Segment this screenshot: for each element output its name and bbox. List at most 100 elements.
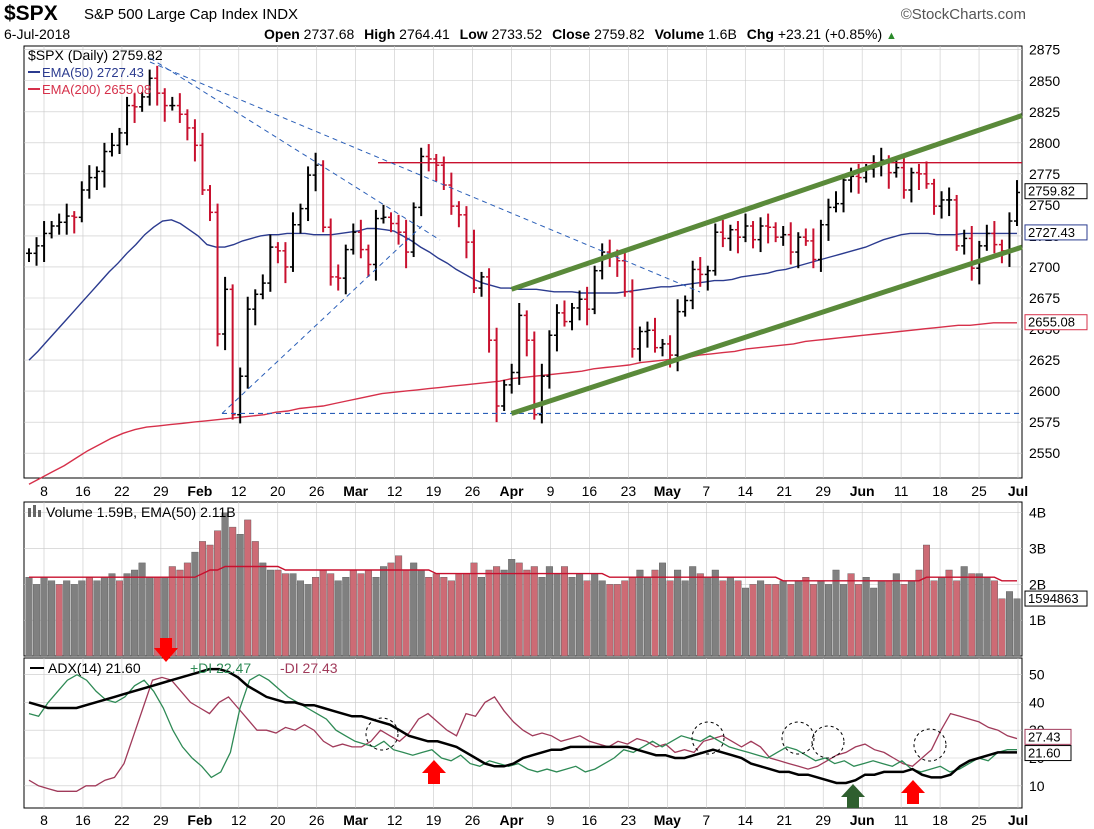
x-tick-label: 16: [75, 812, 91, 828]
ema50-line: [28, 219, 1017, 361]
volume-bar: [847, 573, 855, 657]
adx-value-label: 21.60: [1028, 746, 1061, 761]
price-tick-label: 2625: [1029, 352, 1060, 368]
volume-bar: [312, 577, 320, 657]
x-tick-label: 8: [40, 483, 48, 499]
volume-bar: [968, 573, 976, 657]
volume-bar: [266, 569, 274, 657]
price-tick-label: 2775: [1029, 166, 1060, 182]
volume-bar: [259, 562, 267, 657]
volume-bar: [530, 566, 538, 657]
green-arrow-up-icon: [841, 784, 865, 808]
x-tick-label: 14: [737, 483, 753, 499]
red-arrow-down-icon: [154, 638, 178, 662]
adx-legend: ADX(14) 21.60: [48, 660, 141, 676]
volume-bar: [108, 573, 116, 657]
volume-bar: [990, 580, 998, 657]
volume-bar: [930, 580, 938, 657]
volume-bar: [960, 566, 968, 657]
volume-bar: [25, 577, 33, 657]
volume-bar: [93, 580, 101, 657]
volume-value-label-box: [1024, 590, 1088, 607]
volume-bar: [719, 580, 727, 657]
channel-lower-line: [510, 244, 1023, 416]
volume-bar: [349, 569, 357, 657]
ema50-value-label-box: [1024, 224, 1088, 241]
x-tick-label: Apr: [499, 812, 524, 828]
x-tick-label: 26: [465, 812, 481, 828]
x-tick-label: Feb: [187, 483, 212, 499]
x-tick-label: Jun: [850, 812, 875, 828]
price-legend-symbol: $SPX (Daily) 2759.82: [28, 47, 163, 63]
panel-frame: [23, 45, 1023, 479]
volume-bar: [55, 584, 63, 657]
price-tick-label: 2600: [1029, 383, 1060, 399]
price-close-label-box: [1024, 183, 1088, 200]
volume-bar: [221, 512, 229, 657]
x-tick-label: 26: [309, 812, 325, 828]
price-tick-label: 2800: [1029, 135, 1060, 151]
x-tick-label: Feb: [187, 812, 212, 828]
volume-bar: [281, 573, 289, 657]
price-close-label: 2759.82: [1028, 184, 1075, 199]
volume-bar: [48, 580, 56, 657]
volume-bar: [410, 562, 418, 657]
volume-tick-label: 2B: [1029, 576, 1046, 592]
volume-bar: [591, 573, 599, 657]
volume-bar: [78, 580, 86, 657]
volume-bar: [417, 569, 425, 657]
price-tick-label: 2750: [1029, 197, 1060, 213]
x-tick-label: 19: [426, 483, 442, 499]
volume-bar: [598, 580, 606, 657]
symbol-title: $SPX: [4, 2, 58, 25]
volume-bar: [953, 580, 961, 657]
volume-bar: [538, 577, 546, 657]
x-tick-label: 9: [547, 812, 555, 828]
x-tick-label: 25: [971, 483, 987, 499]
volume-bar: [855, 584, 863, 657]
volume-bar: [319, 569, 327, 657]
volume-bar: [146, 577, 154, 657]
volume-bar: [840, 584, 848, 657]
ema200-value-label: 2655.08: [1028, 315, 1075, 330]
volume-bar: [817, 580, 825, 657]
volume-bar: [402, 569, 410, 657]
volume-bar: [198, 541, 206, 657]
minus-di-legend: -DI 27.43: [280, 660, 338, 676]
crossover-circle: [811, 725, 845, 759]
volume-bar: [621, 580, 629, 657]
panel-frame: [23, 657, 1023, 809]
minus-di-value-label-box: [1024, 728, 1072, 745]
volume-bar: [764, 584, 772, 657]
volume-bar: [395, 555, 403, 657]
volume-bar: [485, 569, 493, 657]
volume-bar: [176, 569, 184, 657]
brand-label[interactable]: ©StockCharts.com: [900, 6, 1026, 23]
index-name-text: S&P 500 Large Cap Index: [84, 6, 259, 23]
price-tick-label: 2850: [1029, 73, 1060, 89]
volume-label: Volume: [654, 26, 705, 42]
volume-bar: [447, 580, 455, 657]
volume-bar: [432, 573, 440, 657]
x-tick-label: 29: [815, 483, 831, 499]
volume-bar: [907, 580, 915, 657]
chg-value: +23.21 (+0.85%): [777, 26, 883, 42]
x-tick-label: 7: [702, 483, 710, 499]
minus-di-value-label: 27.43: [1028, 729, 1061, 744]
x-tick-label: May: [654, 812, 681, 828]
adx-line: [28, 667, 1017, 785]
x-tick-label: 18: [932, 483, 948, 499]
volume-bar: [689, 566, 697, 657]
volume-bar: [364, 569, 372, 657]
volume-bar: [297, 580, 305, 657]
volume-bar: [983, 577, 991, 657]
volume-bar: [779, 580, 787, 657]
volume-bar: [463, 573, 471, 657]
x-tick-label: May: [654, 483, 681, 499]
ema200-legend: EMA(200) 2655.08: [42, 82, 151, 97]
volume-bar: [1006, 591, 1014, 657]
volume-bar: [998, 598, 1006, 657]
x-tick-label: 12: [231, 483, 247, 499]
price-tick-label: 2550: [1029, 445, 1060, 461]
